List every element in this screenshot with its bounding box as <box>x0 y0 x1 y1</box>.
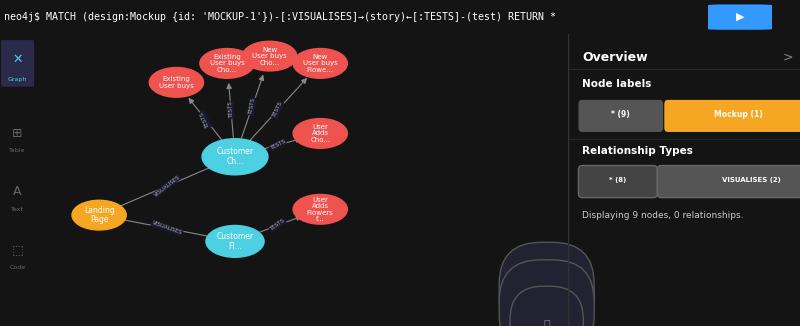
Text: User
Adds
Flowers
f...: User Adds Flowers f... <box>307 197 334 222</box>
Text: ▶: ▶ <box>736 12 744 22</box>
Text: neo4j$ MATCH (design:Mockup {id: 'MOCKUP-1'})-[:VISUALISES]→(story)←[:TESTS]-(te: neo4j$ MATCH (design:Mockup {id: 'MOCKUP… <box>4 12 556 22</box>
Circle shape <box>202 139 268 175</box>
Text: Text: Text <box>11 207 24 212</box>
Text: Mockup (1): Mockup (1) <box>714 110 763 119</box>
Text: Customer
Fl...: Customer Fl... <box>217 232 254 251</box>
Text: Code: Code <box>10 265 26 270</box>
Text: >: > <box>782 51 793 64</box>
Text: * (8): * (8) <box>610 177 626 183</box>
Circle shape <box>242 41 297 71</box>
Text: TESTS: TESTS <box>200 111 211 128</box>
Text: Node labels: Node labels <box>582 79 651 89</box>
Text: Existing
User buys
Cho...: Existing User buys Cho... <box>210 54 244 73</box>
Text: TESTS: TESTS <box>269 139 286 151</box>
FancyBboxPatch shape <box>658 166 800 198</box>
Text: VISUALISES: VISUALISES <box>151 221 183 236</box>
Text: Overview: Overview <box>582 51 647 64</box>
FancyBboxPatch shape <box>1 40 34 87</box>
Text: ⊖: ⊖ <box>541 302 553 316</box>
FancyBboxPatch shape <box>578 100 663 132</box>
Text: TESTS: TESTS <box>272 101 284 119</box>
FancyBboxPatch shape <box>708 5 772 30</box>
Text: Landing
Page: Landing Page <box>84 206 114 225</box>
Text: ⊕: ⊕ <box>541 284 553 298</box>
Text: New
User buys
Flowe...: New User buys Flowe... <box>303 54 338 73</box>
Text: Customer
Ch...: Customer Ch... <box>217 147 254 166</box>
Text: New
User buys
Cho...: New User buys Cho... <box>252 47 287 66</box>
Text: User
Adds
Cho...: User Adds Cho... <box>310 124 330 143</box>
Text: TESTS: TESTS <box>228 101 234 119</box>
Circle shape <box>293 119 347 148</box>
Text: ⬚: ⬚ <box>12 244 23 257</box>
Text: Table: Table <box>10 148 26 154</box>
Text: TESTS: TESTS <box>248 98 256 115</box>
FancyBboxPatch shape <box>578 166 658 198</box>
Circle shape <box>293 194 347 224</box>
Circle shape <box>293 49 347 78</box>
Text: VISUALISES: VISUALISES <box>153 174 181 198</box>
Circle shape <box>206 226 264 257</box>
Text: ⊞: ⊞ <box>12 127 23 140</box>
Text: ⛶: ⛶ <box>543 319 550 326</box>
Text: A: A <box>14 185 22 198</box>
Text: Graph: Graph <box>8 77 27 82</box>
Text: Displaying 9 nodes, 0 relationships.: Displaying 9 nodes, 0 relationships. <box>582 211 743 220</box>
Text: Existing
User buys: Existing User buys <box>159 76 194 89</box>
FancyBboxPatch shape <box>664 100 800 132</box>
Text: ✕: ✕ <box>12 52 23 66</box>
Text: TESTS: TESTS <box>270 218 286 232</box>
Circle shape <box>200 49 254 78</box>
Circle shape <box>72 200 126 230</box>
Text: Relationship Types: Relationship Types <box>582 146 693 156</box>
Text: VISUALISES (2): VISUALISES (2) <box>722 177 781 183</box>
Circle shape <box>150 67 203 97</box>
Text: * (9): * (9) <box>611 110 630 119</box>
